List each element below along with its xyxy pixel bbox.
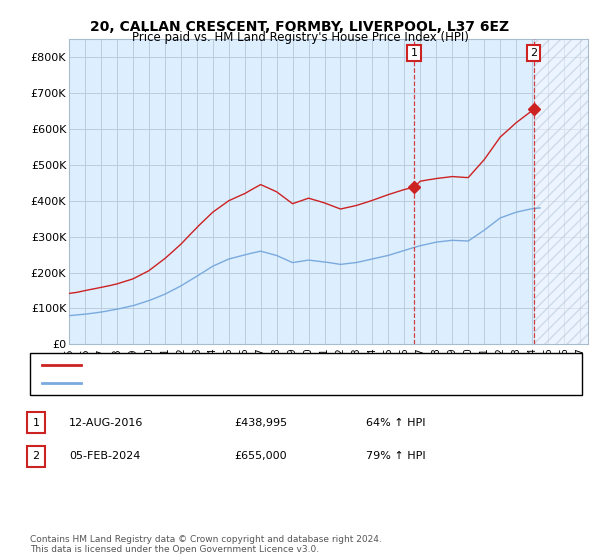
Bar [534, 39, 588, 344]
Text: 1: 1 [411, 48, 418, 58]
Text: 12-AUG-2016: 12-AUG-2016 [69, 418, 143, 428]
Bar [534, 39, 588, 344]
Text: Contains HM Land Registry data © Crown copyright and database right 2024.
This d: Contains HM Land Registry data © Crown c… [30, 535, 382, 554]
Text: 1: 1 [32, 418, 40, 428]
Text: 20, CALLAN CRESCENT, FORMBY, LIVERPOOL, L37 6EZ: 20, CALLAN CRESCENT, FORMBY, LIVERPOOL, … [91, 20, 509, 34]
Text: £655,000: £655,000 [234, 451, 287, 461]
Text: HPI: Average price, detached house, Sefton: HPI: Average price, detached house, Seft… [87, 378, 314, 388]
Text: 20, CALLAN CRESCENT, FORMBY, LIVERPOOL, L37 6EZ (detached house): 20, CALLAN CRESCENT, FORMBY, LIVERPOOL, … [87, 360, 465, 370]
Text: Price paid vs. HM Land Registry's House Price Index (HPI): Price paid vs. HM Land Registry's House … [131, 31, 469, 44]
Text: 64% ↑ HPI: 64% ↑ HPI [366, 418, 425, 428]
Text: £438,995: £438,995 [234, 418, 287, 428]
Text: 2: 2 [530, 48, 537, 58]
Text: 79% ↑ HPI: 79% ↑ HPI [366, 451, 425, 461]
Text: 2: 2 [32, 451, 40, 461]
Text: 05-FEB-2024: 05-FEB-2024 [69, 451, 140, 461]
